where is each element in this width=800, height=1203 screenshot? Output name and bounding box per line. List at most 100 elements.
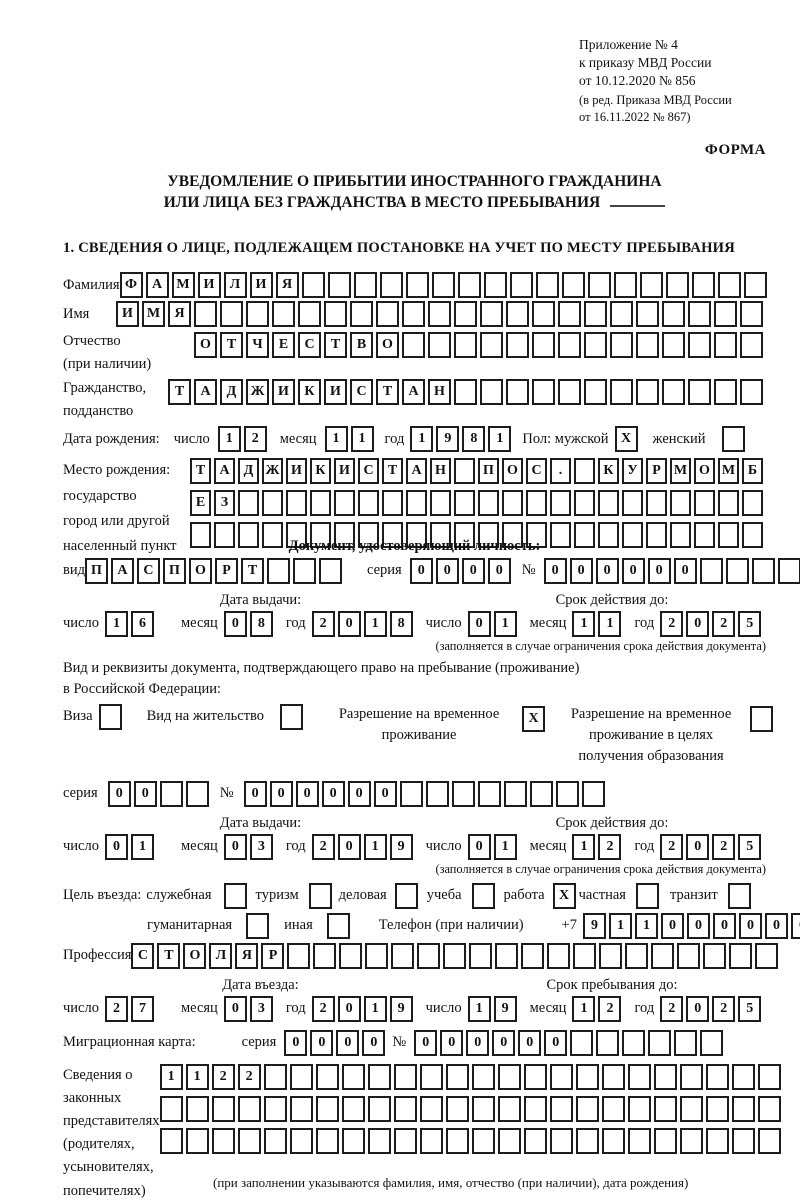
cell[interactable]: С — [358, 458, 379, 485]
cell[interactable]: 0 — [373, 780, 397, 807]
cell[interactable] — [393, 1095, 417, 1122]
cell[interactable]: 8 — [462, 426, 486, 453]
cell[interactable] — [237, 1127, 261, 1154]
cell[interactable] — [688, 379, 711, 406]
cell[interactable] — [315, 1127, 339, 1154]
cell[interactable] — [471, 882, 495, 909]
cell[interactable] — [653, 1127, 677, 1154]
cell[interactable]: 0 — [243, 780, 267, 807]
cell[interactable] — [341, 1063, 365, 1090]
cell[interactable] — [237, 1095, 261, 1122]
cell[interactable]: 0 — [362, 1029, 386, 1056]
cell[interactable] — [263, 1095, 287, 1122]
cell[interactable] — [598, 490, 619, 517]
cell[interactable] — [561, 272, 585, 299]
cell[interactable] — [287, 942, 311, 969]
cell[interactable] — [502, 490, 523, 517]
cell[interactable]: О — [183, 942, 207, 969]
cell[interactable]: О — [694, 458, 715, 485]
cell[interactable]: 0 — [467, 610, 491, 637]
cell[interactable] — [550, 522, 571, 549]
cell[interactable] — [419, 1127, 443, 1154]
cell[interactable] — [393, 1063, 417, 1090]
cell[interactable] — [419, 1063, 443, 1090]
cell[interactable]: С — [131, 942, 155, 969]
cell[interactable] — [98, 703, 122, 730]
cell[interactable] — [431, 272, 455, 299]
cell[interactable] — [547, 942, 571, 969]
cell[interactable]: 0 — [104, 833, 128, 860]
cell[interactable] — [334, 522, 355, 549]
cell[interactable] — [662, 301, 685, 328]
cell[interactable]: 0 — [518, 1029, 542, 1056]
cell[interactable] — [757, 1063, 781, 1090]
cell[interactable]: 0 — [347, 780, 371, 807]
cell[interactable] — [731, 1127, 755, 1154]
cell[interactable] — [653, 1063, 677, 1090]
cell[interactable] — [750, 705, 774, 732]
cell[interactable]: Т — [240, 557, 264, 584]
cell[interactable]: 7 — [130, 995, 154, 1022]
cell[interactable] — [526, 522, 547, 549]
cell[interactable] — [721, 426, 745, 453]
cell[interactable]: 0 — [223, 610, 247, 637]
cell[interactable]: 0 — [284, 1029, 308, 1056]
cell[interactable] — [478, 490, 499, 517]
cell[interactable] — [483, 272, 507, 299]
cell[interactable] — [731, 1063, 755, 1090]
cell[interactable]: Я — [168, 301, 191, 328]
cell[interactable] — [469, 942, 493, 969]
cell[interactable]: И — [334, 458, 355, 485]
cell[interactable] — [740, 332, 763, 359]
cell[interactable] — [428, 301, 451, 328]
cell[interactable] — [327, 272, 351, 299]
cell[interactable] — [159, 1127, 183, 1154]
cell[interactable]: О — [188, 557, 212, 584]
cell[interactable] — [558, 379, 581, 406]
cell[interactable] — [308, 882, 332, 909]
cell[interactable]: 3 — [249, 833, 273, 860]
cell[interactable] — [627, 1063, 651, 1090]
cell[interactable] — [480, 379, 503, 406]
cell[interactable]: 8 — [389, 610, 413, 637]
cell[interactable] — [298, 301, 321, 328]
cell[interactable]: 0 — [660, 912, 684, 939]
cell[interactable] — [755, 942, 779, 969]
cell[interactable]: Т — [168, 379, 191, 406]
cell[interactable]: 0 — [543, 557, 567, 584]
cell[interactable]: 0 — [467, 833, 491, 860]
cell[interactable] — [402, 301, 425, 328]
cell[interactable]: 1 — [185, 1063, 209, 1090]
cell[interactable] — [574, 490, 595, 517]
cell[interactable]: 0 — [223, 995, 247, 1022]
cell[interactable] — [625, 942, 649, 969]
cell[interactable] — [402, 332, 425, 359]
cell[interactable]: О — [502, 458, 523, 485]
cell[interactable]: 0 — [595, 557, 619, 584]
cell[interactable]: Ф — [119, 272, 143, 299]
cell[interactable] — [743, 272, 767, 299]
cell[interactable] — [700, 1029, 724, 1056]
cell[interactable] — [570, 1029, 594, 1056]
cell[interactable]: 2 — [712, 610, 736, 637]
cell[interactable] — [503, 780, 527, 807]
cell[interactable] — [399, 780, 423, 807]
cell[interactable]: К — [310, 458, 331, 485]
cell[interactable]: X — [614, 426, 638, 453]
cell[interactable]: 0 — [492, 1029, 516, 1056]
cell[interactable] — [575, 1127, 599, 1154]
cell[interactable]: А — [402, 379, 425, 406]
cell[interactable]: А — [214, 458, 235, 485]
cell[interactable] — [574, 458, 595, 485]
cell[interactable] — [742, 490, 763, 517]
cell[interactable]: 2 — [211, 1063, 235, 1090]
cell[interactable] — [194, 301, 217, 328]
cell[interactable]: Л — [209, 942, 233, 969]
cell[interactable] — [601, 1095, 625, 1122]
cell[interactable]: 1 — [104, 610, 128, 637]
cell[interactable]: 0 — [647, 557, 671, 584]
cell[interactable] — [419, 1095, 443, 1122]
cell[interactable] — [480, 301, 503, 328]
cell[interactable] — [574, 522, 595, 549]
cell[interactable] — [622, 490, 643, 517]
